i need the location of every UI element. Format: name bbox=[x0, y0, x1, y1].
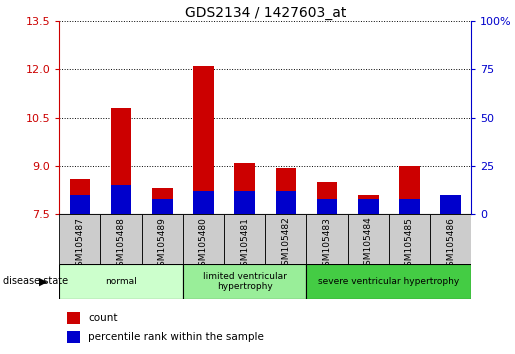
Bar bbox=[276, 191, 296, 214]
Bar bbox=[183, 264, 306, 299]
Text: normal: normal bbox=[105, 277, 137, 286]
Text: GSM105485: GSM105485 bbox=[405, 217, 414, 272]
Bar bbox=[265, 214, 306, 264]
Text: GSM105480: GSM105480 bbox=[199, 217, 208, 272]
Bar bbox=[317, 182, 337, 214]
Bar bbox=[348, 214, 389, 264]
Bar bbox=[111, 108, 131, 214]
Text: limited ventricular
hypertrophy: limited ventricular hypertrophy bbox=[203, 272, 286, 291]
Bar bbox=[358, 199, 379, 214]
Text: GSM105482: GSM105482 bbox=[281, 217, 290, 272]
Bar bbox=[234, 163, 255, 214]
Bar bbox=[389, 214, 430, 264]
Bar bbox=[399, 166, 420, 214]
Bar bbox=[183, 214, 224, 264]
Bar bbox=[193, 66, 214, 214]
Title: GDS2134 / 1427603_at: GDS2134 / 1427603_at bbox=[184, 6, 346, 20]
Text: count: count bbox=[88, 313, 117, 323]
Text: GSM105481: GSM105481 bbox=[240, 217, 249, 272]
Text: disease state: disease state bbox=[3, 276, 67, 286]
Bar bbox=[152, 188, 173, 214]
Bar bbox=[276, 167, 296, 214]
Bar bbox=[59, 214, 100, 264]
Bar bbox=[70, 179, 90, 214]
Bar bbox=[67, 312, 80, 324]
Text: GSM105488: GSM105488 bbox=[116, 217, 126, 272]
Bar bbox=[234, 191, 255, 214]
Text: GSM105486: GSM105486 bbox=[446, 217, 455, 272]
Text: GSM105483: GSM105483 bbox=[322, 217, 332, 272]
Bar bbox=[440, 201, 461, 214]
Bar bbox=[224, 214, 265, 264]
Text: GSM105487: GSM105487 bbox=[75, 217, 84, 272]
Text: GSM105484: GSM105484 bbox=[364, 217, 373, 272]
Bar bbox=[70, 195, 90, 214]
Bar bbox=[111, 185, 131, 214]
Bar bbox=[306, 214, 348, 264]
Bar bbox=[67, 331, 80, 343]
Bar bbox=[193, 191, 214, 214]
Bar bbox=[59, 264, 183, 299]
Bar bbox=[430, 214, 471, 264]
Text: ▶: ▶ bbox=[39, 276, 47, 286]
Text: GSM105489: GSM105489 bbox=[158, 217, 167, 272]
Bar bbox=[317, 199, 337, 214]
Bar bbox=[100, 214, 142, 264]
Bar bbox=[152, 199, 173, 214]
Text: percentile rank within the sample: percentile rank within the sample bbox=[88, 332, 264, 342]
Bar bbox=[440, 195, 461, 214]
Bar bbox=[399, 199, 420, 214]
Text: severe ventricular hypertrophy: severe ventricular hypertrophy bbox=[318, 277, 459, 286]
Bar bbox=[142, 214, 183, 264]
Bar bbox=[358, 195, 379, 214]
Bar bbox=[306, 264, 471, 299]
